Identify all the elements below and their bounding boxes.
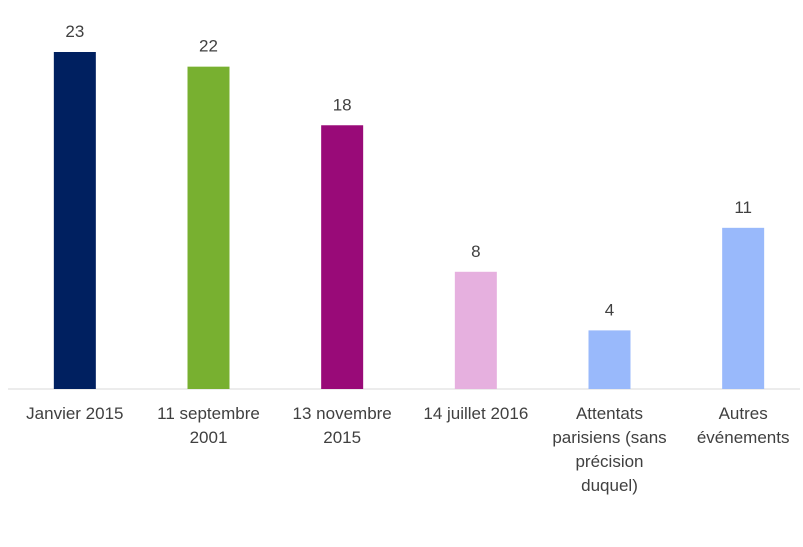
bar (53, 52, 96, 389)
value-label: 4 (605, 300, 614, 319)
value-label: 22 (199, 37, 218, 56)
bar (321, 125, 364, 390)
x-tick-label: 13 novembre 2015 (292, 404, 392, 447)
bar (588, 330, 631, 389)
value-label: 18 (333, 95, 352, 114)
value-label: 23 (65, 22, 84, 41)
value-label: 8 (471, 242, 480, 261)
x-tick-label: Attentats parisiens (sans précision duqu… (552, 404, 667, 495)
value-label: 11 (734, 198, 752, 217)
bar (454, 271, 497, 389)
x-tick-label: Autres événements (696, 404, 790, 447)
x-tick-label: 11 septembre 2001 (157, 404, 260, 447)
bar (187, 66, 230, 390)
bar (722, 227, 765, 389)
x-tick-label: Janvier 2015 (26, 404, 124, 423)
x-tick-label: 14 juillet 2016 (423, 404, 529, 423)
